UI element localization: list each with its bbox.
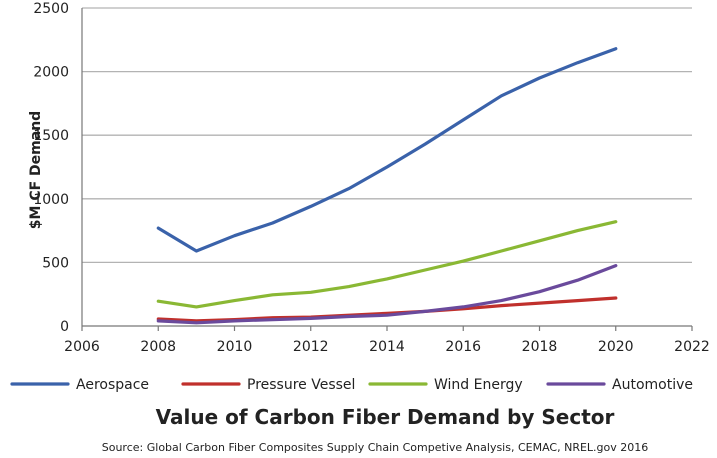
y-tick-label: 0 xyxy=(60,319,69,335)
x-tick-label: 2012 xyxy=(293,339,329,355)
legend-label-aerospace: Aerospace xyxy=(76,377,149,393)
x-tick-label: 2006 xyxy=(64,339,100,355)
x-tick-label: 2016 xyxy=(445,339,481,355)
legend-label-pressure-vessel: Pressure Vessel xyxy=(247,377,355,393)
grid-layer xyxy=(82,7,692,264)
series-line-wind-energy xyxy=(156,220,618,309)
y-tick-label: 2000 xyxy=(33,65,69,81)
x-tick-label: 2008 xyxy=(140,339,176,355)
y-axis-label: $M CF Demand xyxy=(28,111,44,229)
series-line-aerospace xyxy=(156,47,618,253)
chart-source: Source: Global Carbon Fiber Composites S… xyxy=(102,441,649,454)
x-tick-label: 2022 xyxy=(674,339,710,355)
x-tick-label: 2018 xyxy=(522,339,558,355)
legend-label-wind-energy: Wind Energy xyxy=(434,377,523,393)
y-tick-label: 2500 xyxy=(33,1,69,17)
legend-label-automotive: Automotive xyxy=(612,377,693,393)
y-tick-label: 500 xyxy=(42,255,69,271)
x-tick-label: 2014 xyxy=(369,339,405,355)
x-tick-label: 2020 xyxy=(598,339,634,355)
axis-layer: 0 500 1000 1500 2000 2500 2006 2008 2010 2012 2014… xyxy=(33,1,709,355)
y-tick-label: 1500 xyxy=(33,128,69,144)
x-tick-label: 2010 xyxy=(217,339,253,355)
series-layer xyxy=(156,47,618,325)
y-tick-label: 1000 xyxy=(33,192,69,208)
legend: Aerospace Pressure Vessel Wind Energy Autom… xyxy=(10,377,693,393)
series-line-automotive xyxy=(156,264,618,325)
chart-title: Value of Carbon Fiber Demand by Sector xyxy=(156,405,615,429)
